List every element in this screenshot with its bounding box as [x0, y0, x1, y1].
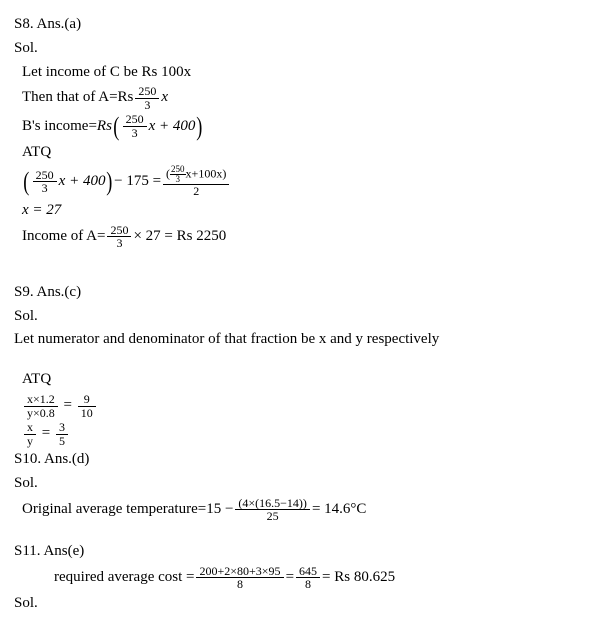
text: − 175 =	[114, 171, 161, 193]
s11-sol: Sol.	[14, 593, 576, 615]
den: 8	[296, 578, 320, 591]
s9-eq2: xy = 35	[14, 421, 576, 447]
fraction: x×1.2y×0.8	[24, 393, 58, 419]
eq: =	[42, 423, 50, 445]
paren-icon: )	[107, 169, 113, 195]
s9-sol: Sol.	[14, 306, 576, 328]
text: required average cost =	[14, 567, 194, 589]
den: 3	[123, 127, 147, 140]
fraction: 6458	[296, 565, 320, 591]
s8-l3: B's income=Rs (2503x + 400)	[14, 113, 576, 139]
s8-sol: Sol.	[14, 38, 576, 60]
fraction: 910	[78, 393, 96, 419]
fraction: 35	[56, 421, 68, 447]
den: 3	[135, 99, 159, 112]
s10-sol: Sol.	[14, 473, 576, 495]
text: Rs	[97, 116, 112, 138]
num: 250	[107, 224, 131, 238]
fraction: 2503	[33, 169, 57, 195]
s11-header: S11. Ans(e)	[14, 541, 576, 563]
fraction: (4×(16.5−14))25	[235, 497, 310, 523]
s9-header: S9. Ans.(c)	[14, 282, 576, 304]
s8-atq: ATQ	[14, 142, 576, 164]
num: (2503x+100x)	[163, 165, 229, 185]
text: x + 400	[149, 116, 196, 138]
den: 3	[33, 182, 57, 195]
fraction: 2503	[123, 113, 147, 139]
fraction: (2503x+100x)2	[163, 165, 229, 198]
s8-l5: x = 27	[14, 200, 576, 222]
text: × 27 = Rs 2250	[133, 226, 226, 248]
num: x	[24, 421, 36, 435]
den: 2	[163, 185, 229, 198]
s10-l1: Original average temperature=15 − (4×(16…	[14, 497, 576, 523]
d: 3	[170, 175, 186, 184]
num: x×1.2	[24, 393, 58, 407]
num: 9	[78, 393, 96, 407]
text: x + 400	[59, 171, 106, 193]
t: )	[222, 167, 226, 181]
s8-l6: Income of A=2503 × 27 = Rs 2250	[14, 224, 576, 250]
fraction: xy	[24, 421, 36, 447]
text: Income of A=	[22, 226, 105, 248]
paren-icon: (	[113, 114, 119, 140]
den: y	[24, 435, 36, 448]
num: (4×(16.5−14))	[235, 497, 310, 511]
num: 250	[135, 85, 159, 99]
text: = Rs 80.625	[322, 567, 395, 589]
s10-header: S10. Ans.(d)	[14, 449, 576, 471]
num: 200+2×80+3×95	[196, 565, 283, 579]
text: Rs	[118, 87, 134, 109]
text: Then that of A=	[22, 87, 118, 109]
text: =	[286, 567, 294, 589]
num: 645	[296, 565, 320, 579]
paren-icon: (	[23, 169, 29, 195]
s8-header: S8. Ans.(a)	[14, 14, 576, 36]
t: x+100x	[186, 167, 223, 181]
s9-l1: Let numerator and denominator of that fr…	[14, 329, 576, 351]
den: 8	[196, 578, 283, 591]
s9-eq1: x×1.2y×0.8 = 910	[14, 393, 576, 419]
den: y×0.8	[24, 407, 58, 420]
s8-l1: Let income of C be Rs 100x	[14, 62, 576, 84]
num: 3	[56, 421, 68, 435]
den: 10	[78, 407, 96, 420]
den: 3	[107, 237, 131, 250]
paren-icon: )	[197, 114, 203, 140]
inner-frac: 2503	[170, 165, 186, 184]
text: x	[161, 87, 168, 109]
text: = 14.6°C	[312, 499, 366, 521]
text: Original average temperature=15 −	[22, 499, 233, 521]
num: 250	[123, 113, 147, 127]
text: B's income=	[22, 116, 97, 138]
s8-l4: (2503x + 400) − 175 = (2503x+100x)2	[14, 165, 576, 198]
num: 250	[33, 169, 57, 183]
fraction: 2503	[107, 224, 131, 250]
den: 5	[56, 435, 68, 448]
s8-l2: Then that of A=Rs2503x	[14, 85, 576, 111]
eq: =	[64, 395, 72, 417]
den: 25	[235, 510, 310, 523]
fraction: 200+2×80+3×958	[196, 565, 283, 591]
s9-atq: ATQ	[14, 369, 576, 391]
fraction: 2503	[135, 85, 159, 111]
s11-l1: required average cost = 200+2×80+3×958 =…	[14, 565, 576, 591]
